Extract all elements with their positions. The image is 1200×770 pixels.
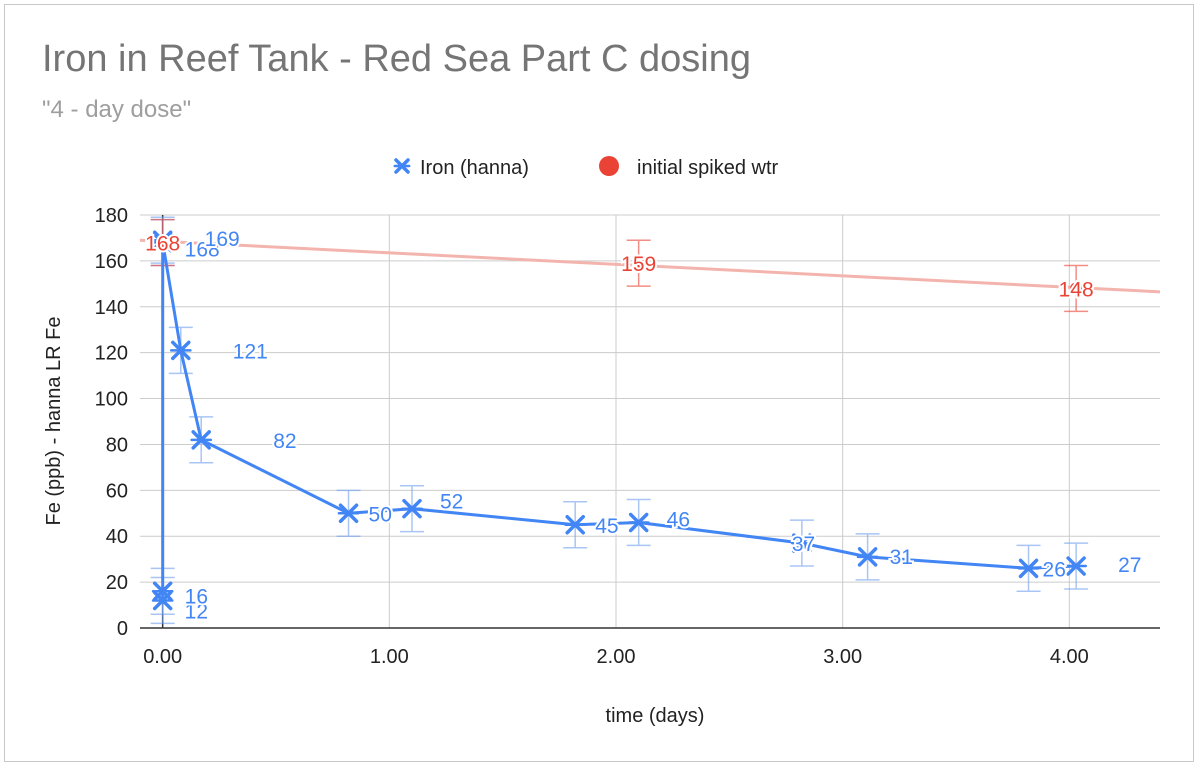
legend-marker-spiked: [599, 156, 619, 176]
data-label: 26: [1043, 558, 1066, 581]
trendline-initial-spiked: [139, 238, 1161, 294]
data-label: 16: [185, 585, 208, 608]
y-tick-label: 100: [95, 389, 128, 411]
x-tick-label: 0.00: [143, 646, 182, 668]
data-label: 169: [205, 228, 240, 251]
marker-iron: [856, 547, 879, 567]
y-tick-label: 0: [117, 618, 128, 640]
chart-title: Iron in Reef Tank - Red Sea Part C dosin…: [42, 38, 752, 80]
marker-iron: [169, 340, 192, 361]
data-label: 12: [185, 600, 208, 623]
y-tick-label: 80: [106, 434, 128, 456]
x-tick-labels: 0.00 1.00 2.00 3.00 4.00: [143, 646, 1089, 668]
marker-iron: [401, 498, 423, 519]
marker-iron: [1065, 556, 1087, 576]
data-label: 37: [792, 533, 815, 556]
data-label: 159: [621, 253, 656, 276]
legend-marker-iron: [393, 158, 411, 174]
marker-spiked: [632, 257, 645, 270]
legend-marker-iron-x: [393, 158, 411, 174]
data-label: 52: [440, 491, 463, 514]
data-label: 168: [145, 233, 180, 256]
x-tick-label: 1.00: [370, 646, 409, 668]
data-label: 31: [890, 546, 913, 569]
marker-spiked: [1070, 282, 1083, 295]
y-tick-label: 20: [106, 572, 128, 594]
legend: Iron (hanna) initial spiked wtr: [393, 156, 779, 179]
marker-iron: [151, 581, 174, 602]
data-label: 148: [1059, 278, 1094, 301]
marker-iron: [564, 515, 587, 535]
chart-container: [4, 4, 1194, 762]
legend-entry-spiked[interactable]: initial spiked wtr: [599, 156, 779, 179]
data-markers: [151, 230, 1087, 611]
x-axis-label: time (days): [606, 705, 705, 727]
marker-spiked: [156, 236, 169, 249]
data-label: 82: [273, 430, 296, 453]
legend-label-iron: Iron (hanna): [420, 157, 529, 179]
data-label: 168: [185, 239, 220, 262]
x-tick-label: 4.00: [1050, 646, 1089, 668]
series-line-iron: [161, 238, 1077, 601]
data-label: 45: [595, 515, 618, 538]
marker-iron: [337, 503, 360, 524]
chart-subtitle: "4 - day dose": [42, 96, 192, 123]
y-tick-label: 60: [106, 480, 128, 502]
y-tick-label: 40: [106, 526, 128, 548]
marker-iron: [190, 430, 213, 450]
data-label: 46: [667, 508, 690, 531]
legend-entry-iron[interactable]: Iron (hanna): [393, 157, 529, 179]
y-tick-label: 140: [95, 297, 128, 319]
series-lines: [161, 238, 1077, 601]
y-tick-label: 160: [95, 251, 128, 273]
y-axis-label: Fe (ppb) - hanna LR Fe: [43, 317, 65, 526]
data-label: 121: [233, 340, 268, 363]
marker-iron: [791, 533, 813, 553]
data-label: 50: [369, 503, 392, 526]
marker-iron: [1017, 558, 1040, 579]
x-tick-label: 3.00: [823, 646, 862, 668]
data-label: 27: [1118, 554, 1141, 577]
y-tick-label: 180: [95, 205, 128, 227]
marker-iron: [627, 512, 650, 533]
legend-label-spiked: initial spiked wtr: [637, 157, 779, 179]
x-tick-label: 2.00: [597, 646, 636, 668]
y-tick-label: 120: [95, 343, 128, 365]
y-tick-labels: 0 20 40 60 80 100 120 140 160 180: [95, 205, 128, 640]
trendline: [139, 238, 1161, 294]
